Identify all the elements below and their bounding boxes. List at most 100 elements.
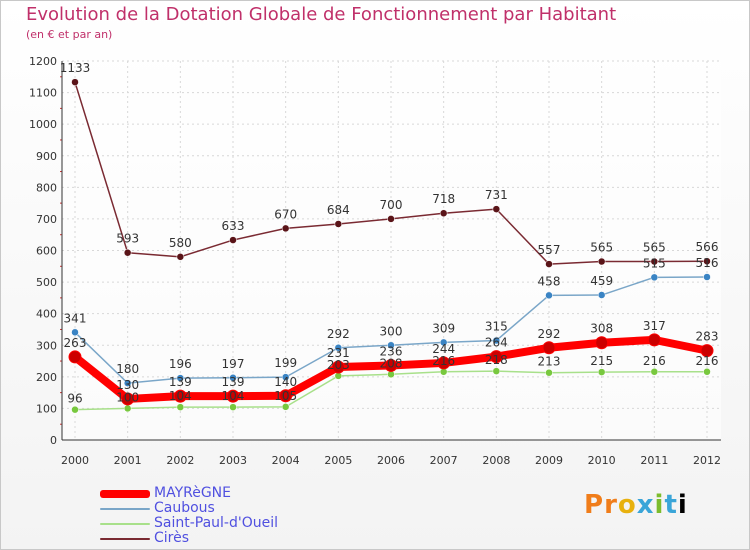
data-point-saint-paul-d-oueil bbox=[229, 403, 237, 411]
data-label-saint-paul-d-oueil: 213 bbox=[538, 355, 561, 369]
data-point-cir-s bbox=[176, 253, 185, 261]
data-point-cir-s bbox=[229, 236, 237, 244]
x-tick-label: 2005 bbox=[324, 454, 352, 467]
data-point-caubous bbox=[281, 373, 290, 381]
data-label-saint-paul-d-oueil: 96 bbox=[67, 392, 82, 406]
x-tick-label: 2011 bbox=[640, 454, 668, 467]
data-label-cir-s: 565 bbox=[590, 241, 613, 255]
data-point-cir-s bbox=[281, 224, 290, 233]
data-point-cir-s bbox=[650, 257, 659, 266]
data-point-cir-s bbox=[439, 209, 448, 217]
data-label-saint-paul-d-oueil: 100 bbox=[116, 390, 139, 404]
data-point-mayr-gne bbox=[121, 392, 135, 406]
data-point-caubous bbox=[650, 273, 659, 282]
legend-swatch-caubous bbox=[100, 507, 150, 510]
data-point-saint-paul-d-oueil bbox=[650, 368, 659, 376]
data-label-cir-s: 700 bbox=[380, 198, 403, 212]
data-point-caubous bbox=[71, 328, 79, 337]
data-label-saint-paul-d-oueil: 215 bbox=[590, 354, 613, 368]
data-point-caubous bbox=[334, 344, 343, 352]
y-tick-label: 500 bbox=[36, 276, 57, 289]
data-label-mayr-gne: 140 bbox=[274, 375, 297, 389]
data-label-mayr-gne: 130 bbox=[116, 378, 139, 392]
data-point-mayr-gne bbox=[437, 356, 451, 370]
y-tick-label: 400 bbox=[36, 308, 57, 321]
data-label-mayr-gne: 139 bbox=[222, 375, 245, 389]
data-point-caubous bbox=[545, 291, 553, 300]
x-tick-label: 2004 bbox=[272, 454, 300, 467]
data-label-caubous: 300 bbox=[380, 324, 403, 338]
legend-swatch-mayregne bbox=[100, 489, 150, 498]
data-point-saint-paul-d-oueil bbox=[492, 367, 501, 375]
x-tick-label: 2000 bbox=[61, 454, 89, 467]
x-tick-label: 2012 bbox=[693, 454, 721, 467]
data-point-saint-paul-d-oueil bbox=[545, 368, 553, 377]
data-label-caubous: 459 bbox=[590, 274, 613, 288]
data-label-cir-s: 565 bbox=[643, 241, 666, 255]
data-label-mayr-gne: 236 bbox=[380, 344, 403, 358]
data-label-cir-s: 1133 bbox=[60, 61, 91, 75]
y-tick-label: 100 bbox=[36, 402, 57, 415]
data-point-mayr-gne bbox=[279, 389, 293, 403]
data-label-saint-paul-d-oueil: 218 bbox=[485, 353, 508, 367]
data-point-saint-paul-d-oueil bbox=[597, 368, 606, 376]
legend-item-mayregne: MAYRèGNE bbox=[100, 486, 278, 501]
data-label-saint-paul-d-oueil: 105 bbox=[274, 389, 297, 403]
data-point-caubous bbox=[123, 379, 132, 387]
x-tick-label: 2010 bbox=[588, 454, 616, 467]
y-tick-label: 200 bbox=[36, 371, 57, 384]
data-point-mayr-gne bbox=[384, 358, 398, 372]
data-label-caubous: 309 bbox=[432, 321, 455, 335]
data-label-saint-paul-d-oueil: 208 bbox=[380, 356, 403, 370]
data-label-caubous: 341 bbox=[64, 311, 87, 325]
y-tick-label: 900 bbox=[36, 150, 57, 163]
proxiti-logo: Proxiti bbox=[584, 490, 688, 520]
data-label-saint-paul-d-oueil: 216 bbox=[643, 354, 666, 368]
data-label-mayr-gne: 263 bbox=[64, 336, 87, 350]
data-point-caubous bbox=[703, 273, 711, 281]
data-label-caubous: 458 bbox=[538, 274, 561, 288]
data-label-mayr-gne: 139 bbox=[169, 375, 192, 389]
legend-swatch-cires bbox=[100, 537, 150, 540]
data-label-cir-s: 580 bbox=[169, 236, 192, 250]
y-tick-label: 1100 bbox=[29, 87, 57, 100]
x-tick-label: 2003 bbox=[219, 454, 247, 467]
legend-item-cires: Cirès bbox=[100, 531, 278, 546]
x-tick-label: 2002 bbox=[166, 454, 194, 467]
data-point-saint-paul-d-oueil bbox=[176, 403, 185, 411]
data-label-mayr-gne: 308 bbox=[590, 322, 613, 336]
data-label-caubous: 292 bbox=[327, 327, 350, 341]
data-point-mayr-gne bbox=[68, 350, 82, 364]
data-point-saint-paul-d-oueil bbox=[703, 368, 711, 376]
data-point-caubous bbox=[387, 341, 395, 349]
legend-swatch-saint-paul bbox=[100, 522, 150, 525]
data-point-saint-paul-d-oueil bbox=[281, 403, 290, 411]
y-tick-label: 800 bbox=[36, 181, 57, 194]
data-point-cir-s bbox=[334, 220, 343, 228]
y-tick-label: 600 bbox=[36, 245, 57, 258]
y-tick-label: 300 bbox=[36, 339, 57, 352]
data-label-caubous: 515 bbox=[643, 256, 666, 270]
data-label-caubous: 196 bbox=[169, 357, 192, 371]
data-label-mayr-gne: 292 bbox=[538, 327, 561, 341]
x-tick-label: 2001 bbox=[114, 454, 142, 467]
data-label-saint-paul-d-oueil: 216 bbox=[696, 354, 719, 368]
data-label-saint-paul-d-oueil: 104 bbox=[169, 389, 192, 403]
data-point-mayr-gne bbox=[647, 333, 661, 347]
data-label-caubous: 197 bbox=[222, 357, 245, 371]
data-label-cir-s: 684 bbox=[327, 203, 350, 217]
legend-label-cires: Cirès bbox=[154, 530, 190, 546]
data-label-mayr-gne: 231 bbox=[327, 346, 350, 360]
x-tick-label: 2006 bbox=[377, 454, 405, 467]
data-point-cir-s bbox=[545, 260, 553, 268]
data-point-mayr-gne bbox=[226, 389, 240, 403]
data-point-cir-s bbox=[123, 248, 132, 257]
data-label-caubous: 180 bbox=[116, 362, 139, 376]
y-tick-label: 0 bbox=[50, 434, 57, 447]
chart-title: Evolution de la Dotation Globale de Fonc… bbox=[26, 4, 617, 25]
legend-item-saint-paul: Saint-Paul-d'Oueil bbox=[100, 516, 278, 531]
data-label-mayr-gne: 244 bbox=[432, 342, 455, 356]
data-point-mayr-gne bbox=[331, 360, 345, 374]
legend-label-mayregne: MAYRèGNE bbox=[154, 485, 231, 501]
data-label-mayr-gne: 317 bbox=[643, 319, 666, 333]
